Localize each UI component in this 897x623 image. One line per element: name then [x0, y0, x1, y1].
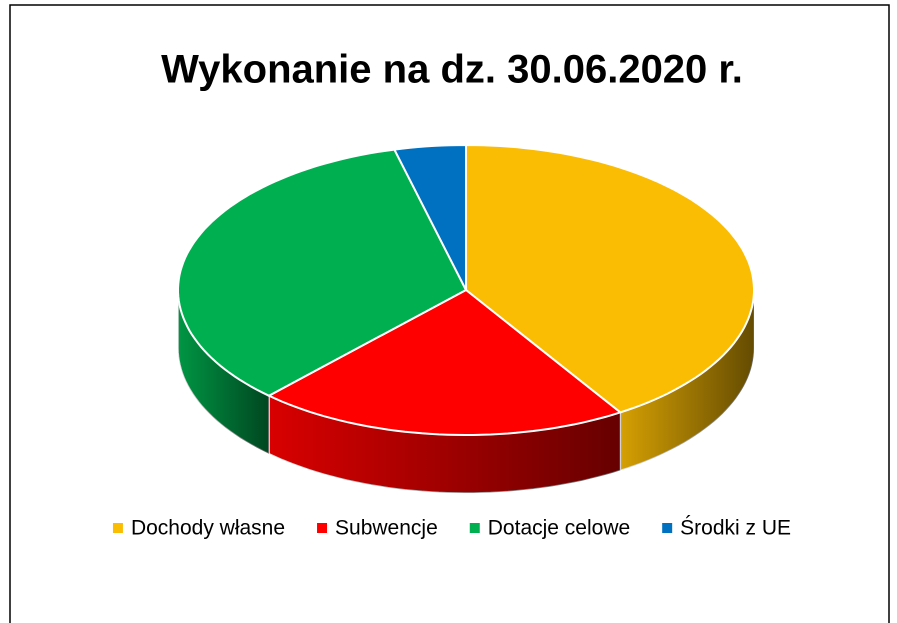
slice-side-shade	[178, 290, 269, 454]
legend-label: Dochody własne	[131, 517, 285, 540]
legend-item: Subwencje	[317, 517, 438, 540]
slice	[177, 148, 468, 397]
legend-item: Dotacje celowe	[469, 517, 630, 540]
legend-swatch	[469, 523, 480, 533]
pie	[177, 143, 755, 494]
slice-side-shade	[268, 395, 621, 493]
legend-label: Dotacje celowe	[488, 517, 630, 540]
slice-side-shade	[620, 290, 754, 471]
legend-item: Środki z UE	[662, 516, 791, 540]
chart-title: Wykonanie na dz. 30.06.2020 r.	[161, 48, 743, 92]
slice	[465, 143, 755, 414]
legend-label: Subwencje	[335, 517, 438, 540]
legend-label: Środki z UE	[680, 516, 791, 540]
legend-item: Dochody własne	[112, 517, 285, 540]
legend-swatch	[317, 523, 328, 533]
slice	[266, 288, 623, 436]
legend-swatch	[112, 523, 123, 533]
legend: Dochody własne Subwencje Dotacje celowe Śro…	[112, 516, 791, 540]
legend-swatch	[662, 523, 673, 533]
slice	[392, 143, 467, 291]
